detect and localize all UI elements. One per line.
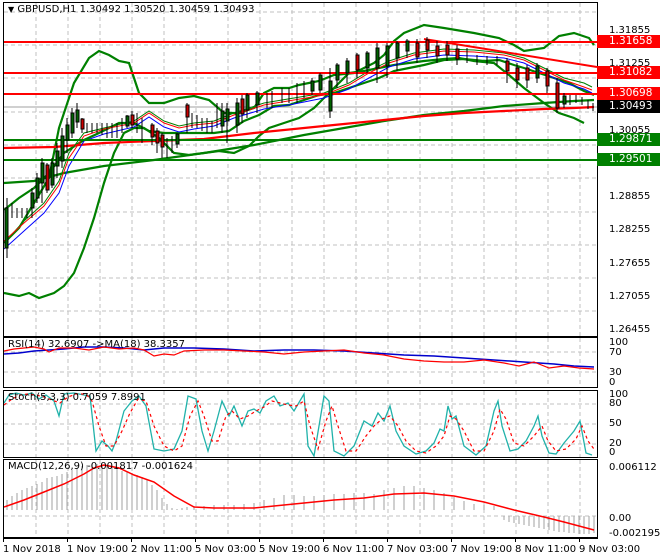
price-chart-pane[interactable]: ▼ GBPUSD,H1 1.30492 1.30520 1.30459 1.30… [3, 2, 598, 337]
support-price-tag: 1.29501 [597, 153, 660, 166]
stoch-axis-label: 80 [609, 398, 622, 409]
price-axis-label: 1.31255 [609, 58, 651, 69]
macd-title: MACD(12,26,9) -0.001817 -0.001624 [8, 461, 193, 472]
price-axis-label: 1.31855 [609, 25, 651, 36]
price-axis-label: 1.27055 [609, 291, 651, 302]
support-price-tag: 1.29871 [597, 133, 660, 146]
macd-histogram [6, 464, 595, 534]
stochastic-title: Stoch(5,3,3) 0.7059 7.8991 [8, 392, 146, 403]
stoch-axis-label: 50 [609, 418, 622, 429]
price-axis-label: 1.28855 [609, 191, 651, 202]
rsi-axis-label: 100 [609, 337, 629, 348]
rsi-line [4, 346, 595, 370]
price-axis-label: 1.28255 [609, 224, 651, 235]
moving-average-long-green [4, 98, 595, 185]
candlesticks [4, 37, 594, 258]
time-axis-label: 5 Nov 03:00 [195, 544, 257, 555]
moving-average-slow [4, 54, 593, 250]
time-axis-label: 7 Nov 03:00 [387, 544, 449, 555]
rsi-pane[interactable]: RSI(14) 32.6907 ->MA(18) 38.3357 [3, 337, 598, 388]
stoch-axis-label: 0 [609, 447, 616, 458]
symbol-header: ▼ GBPUSD,H1 1.30492 1.30520 1.30459 1.30… [8, 4, 255, 15]
macd-axis-label: -0.002195 [609, 528, 660, 539]
resistance-price-tag: 1.30698 [597, 87, 660, 100]
price-axis-label: 1.27655 [609, 258, 651, 269]
macd-signal-line [4, 464, 595, 531]
stochastic-main-line [4, 391, 593, 457]
time-axis-label: 2 Nov 11:00 [131, 544, 193, 555]
rsi-title: RSI(14) 32.6907 ->MA(18) 38.3357 [8, 339, 185, 350]
macd-axis-label: 0.006112 [609, 462, 657, 473]
time-axis-label: 6 Nov 11:00 [323, 544, 385, 555]
stoch-axis-label: 100 [609, 389, 629, 400]
rsi-ma-line [4, 346, 595, 368]
downtrend-line [423, 38, 597, 68]
rsi-axis-label: 70 [609, 347, 622, 358]
resistance-price-tag: 1.31082 [597, 66, 660, 79]
time-axis-line [3, 538, 598, 539]
macd-axis-label: 0.00 [609, 513, 632, 524]
time-axis-label: 5 Nov 19:00 [259, 544, 321, 555]
rsi-axis-label: 30 [609, 367, 622, 378]
resistance-price-tag: 1.31658 [597, 35, 660, 48]
price-axis-label: 1.30055 [609, 125, 651, 136]
price-chart-svg [4, 3, 597, 336]
rsi-axis-label: 0 [609, 377, 616, 388]
time-axis-label: 8 Nov 11:00 [515, 544, 577, 555]
grid [4, 3, 597, 336]
stochastic-signal-line [4, 393, 595, 454]
time-axis-label: 1 Nov 19:00 [67, 544, 129, 555]
price-axis-label: 1.26455 [609, 324, 651, 335]
time-axis-label: 9 Nov 03:00 [579, 544, 641, 555]
moving-average-long-red [4, 105, 595, 150]
chart-title: GBPUSD,H1 1.30492 1.30520 1.30459 1.3049… [17, 4, 255, 15]
time-axis-label: 1 Nov 2018 [3, 544, 61, 555]
triangle-down-icon[interactable]: ▼ [8, 5, 15, 14]
last-price-tag: 1.30493 [597, 100, 660, 113]
stoch-axis-label: 20 [609, 438, 622, 449]
moving-average-fast [4, 50, 593, 242]
time-axis-label: 7 Nov 19:00 [451, 544, 513, 555]
stochastic-pane[interactable]: Stoch(5,3,3) 0.7059 7.8991 [3, 390, 598, 458]
macd-pane[interactable]: MACD(12,26,9) -0.001817 -0.001624 [3, 459, 598, 538]
